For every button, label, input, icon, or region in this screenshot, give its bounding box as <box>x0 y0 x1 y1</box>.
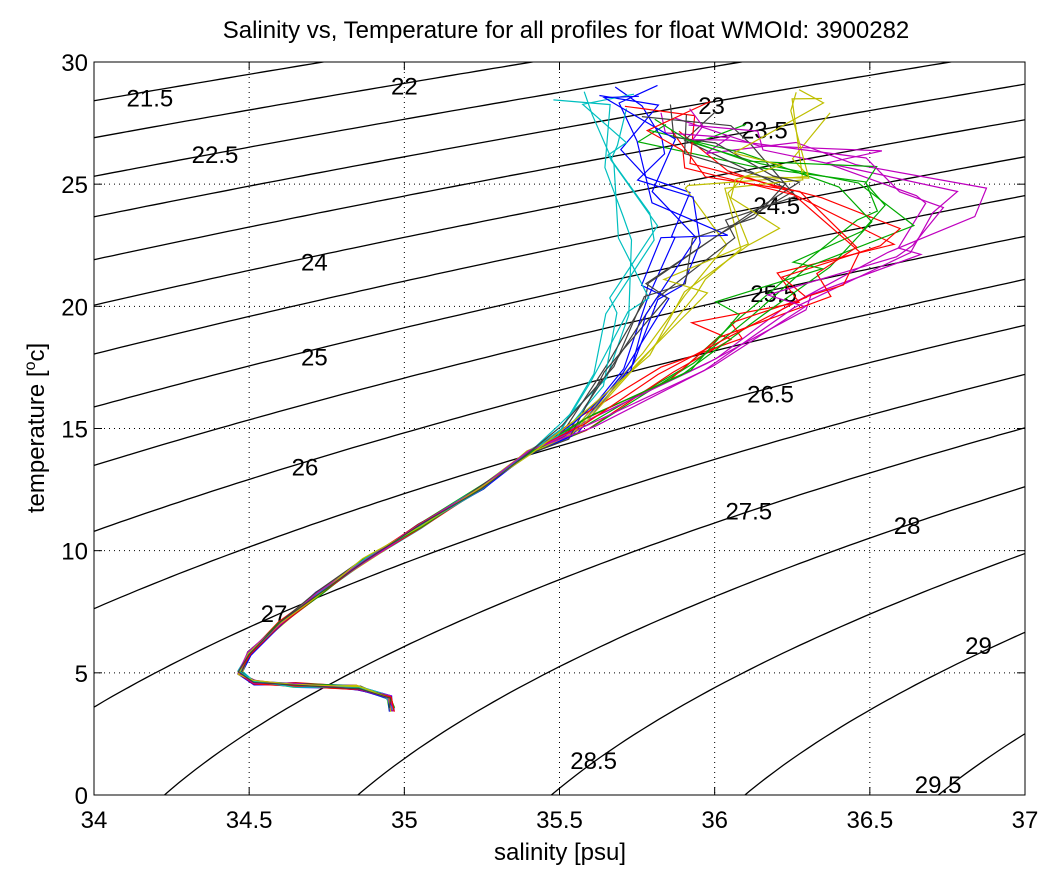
isopycnal-line <box>94 62 746 177</box>
axis-ticks <box>93 61 1026 796</box>
x-tick-label: 35.5 <box>536 807 583 834</box>
y-axis-label-end: c] <box>23 343 50 362</box>
isopycnal-line <box>94 373 1025 708</box>
x-tick-label: 37 <box>1012 807 1039 834</box>
isopycnal-line <box>550 552 1025 795</box>
y-axis-label: temperature [oc] <box>22 343 50 513</box>
y-axis-label-main: temperature [ <box>23 370 50 513</box>
profile-line <box>237 114 787 708</box>
isopycnal-label: 29 <box>965 633 992 660</box>
x-tick-label: 36.5 <box>846 807 893 834</box>
y-tick-label: 20 <box>61 294 88 321</box>
isopycnal-line <box>94 235 1025 467</box>
isopycnal-label: 22.5 <box>192 142 239 169</box>
y-tick-label: 0 <box>75 783 88 810</box>
x-tick-labels: 34 34.5 35 35.5 36 36.5 37 <box>81 807 1039 834</box>
isopycnal-line <box>163 427 1025 795</box>
y-tick-label: 15 <box>61 417 88 444</box>
isopycnal-line <box>356 486 1025 795</box>
isopycnal-line <box>94 62 955 218</box>
x-axis-label: salinity [psu] <box>494 839 626 866</box>
x-tick-label: 34.5 <box>226 807 273 834</box>
y-tick-label: 30 <box>61 50 88 77</box>
isopycnal-label: 21.5 <box>127 86 174 113</box>
isopycnal-line <box>94 194 1025 408</box>
y-tick-label: 25 <box>61 172 88 199</box>
y-axis-label-superscript: o <box>22 361 39 370</box>
isopycnal-label: 26.5 <box>747 381 794 408</box>
grid <box>94 62 1025 795</box>
y-tick-label: 10 <box>61 539 88 566</box>
isopycnal-label: 24 <box>301 249 328 276</box>
float-profiles <box>237 84 988 712</box>
isopycnal-label: 26 <box>292 455 319 482</box>
isopycnal-line <box>94 278 1025 533</box>
isopycnal-label: 25 <box>301 345 328 372</box>
isopycnal-line <box>937 732 1025 795</box>
isopycnal-label: 22 <box>391 73 418 100</box>
isopycnal-label: 28.5 <box>570 748 617 775</box>
x-tick-label: 36 <box>701 807 728 834</box>
y-tick-labels: 0 5 10 15 20 25 30 <box>61 50 88 810</box>
density-contours <box>94 62 1025 795</box>
y-tick-label: 5 <box>75 661 88 688</box>
isopycnal-line <box>94 119 1025 306</box>
isopycnal-line <box>94 62 327 102</box>
isopycnal-label: 27.5 <box>725 499 772 526</box>
x-tick-label: 34 <box>81 807 108 834</box>
chart-title: Salinity vs, Temperature for all profile… <box>223 17 910 44</box>
isopycnal-label: 28 <box>894 513 921 540</box>
isopycnal-line <box>94 324 1025 610</box>
isopycnal-label: 23.5 <box>741 117 788 144</box>
x-tick-label: 35 <box>391 807 418 834</box>
isopycnal-line <box>94 83 1025 261</box>
isopycnal-line <box>743 631 1025 795</box>
